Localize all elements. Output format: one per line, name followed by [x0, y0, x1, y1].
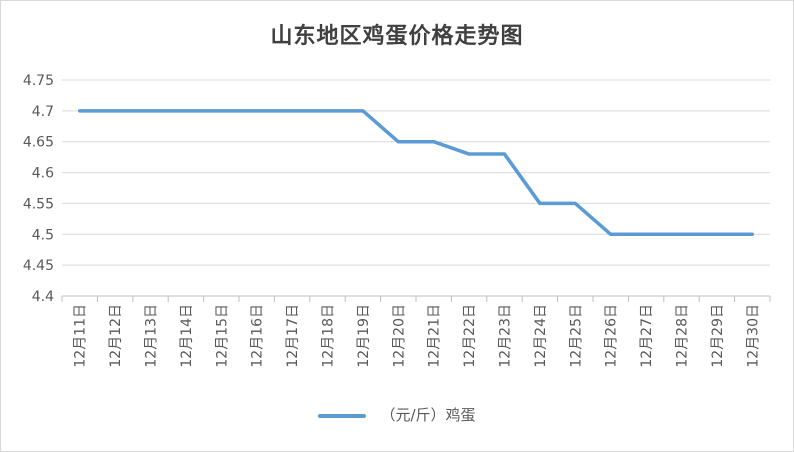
- x-tick-label: 12月18日: [321, 304, 337, 368]
- x-tick-label: 12月19日: [356, 304, 372, 368]
- y-tick-label: 4.6: [32, 166, 54, 182]
- y-tick-label: 4.65: [23, 135, 54, 151]
- x-tick-label: 12月22日: [462, 304, 478, 368]
- x-tick-label: 12月11日: [73, 304, 89, 368]
- legend: （元/斤）鸡蛋: [0, 404, 794, 425]
- y-tick-label: 4.45: [23, 258, 54, 274]
- x-tick-label: 12月23日: [498, 304, 514, 368]
- x-tick-label: 12月21日: [427, 304, 443, 368]
- x-tick-label: 12月25日: [568, 304, 584, 368]
- y-tick-label: 4.75: [23, 73, 54, 89]
- y-tick-label: 4.55: [23, 196, 54, 212]
- legend-swatch: [318, 413, 367, 418]
- y-tick-label: 4.7: [32, 104, 54, 120]
- y-tick-label: 4.5: [32, 227, 54, 243]
- x-tick-label: 12月20日: [391, 304, 407, 368]
- x-tick-label: 12月26日: [604, 304, 620, 368]
- x-tick-label: 12月13日: [144, 304, 160, 368]
- x-tick-label: 12月24日: [533, 304, 549, 368]
- x-tick-label: 12月14日: [179, 304, 195, 368]
- x-tick-label: 12月12日: [108, 304, 124, 368]
- chart-title: 山东地区鸡蛋价格走势图: [270, 24, 524, 49]
- x-tick-label: 12月29日: [710, 304, 726, 368]
- series-line: [77, 109, 755, 237]
- legend-label: （元/斤）鸡蛋: [380, 406, 476, 424]
- x-tick-label: 12月15日: [214, 304, 230, 368]
- x-tick-label: 12月28日: [675, 304, 691, 368]
- x-tick-label: 12月30日: [745, 304, 761, 368]
- x-tick-label: 12月17日: [285, 304, 301, 368]
- x-tick-label: 12月27日: [639, 304, 655, 368]
- x-tick-label: 12月16日: [250, 304, 266, 368]
- y-tick-label: 4.4: [32, 289, 54, 305]
